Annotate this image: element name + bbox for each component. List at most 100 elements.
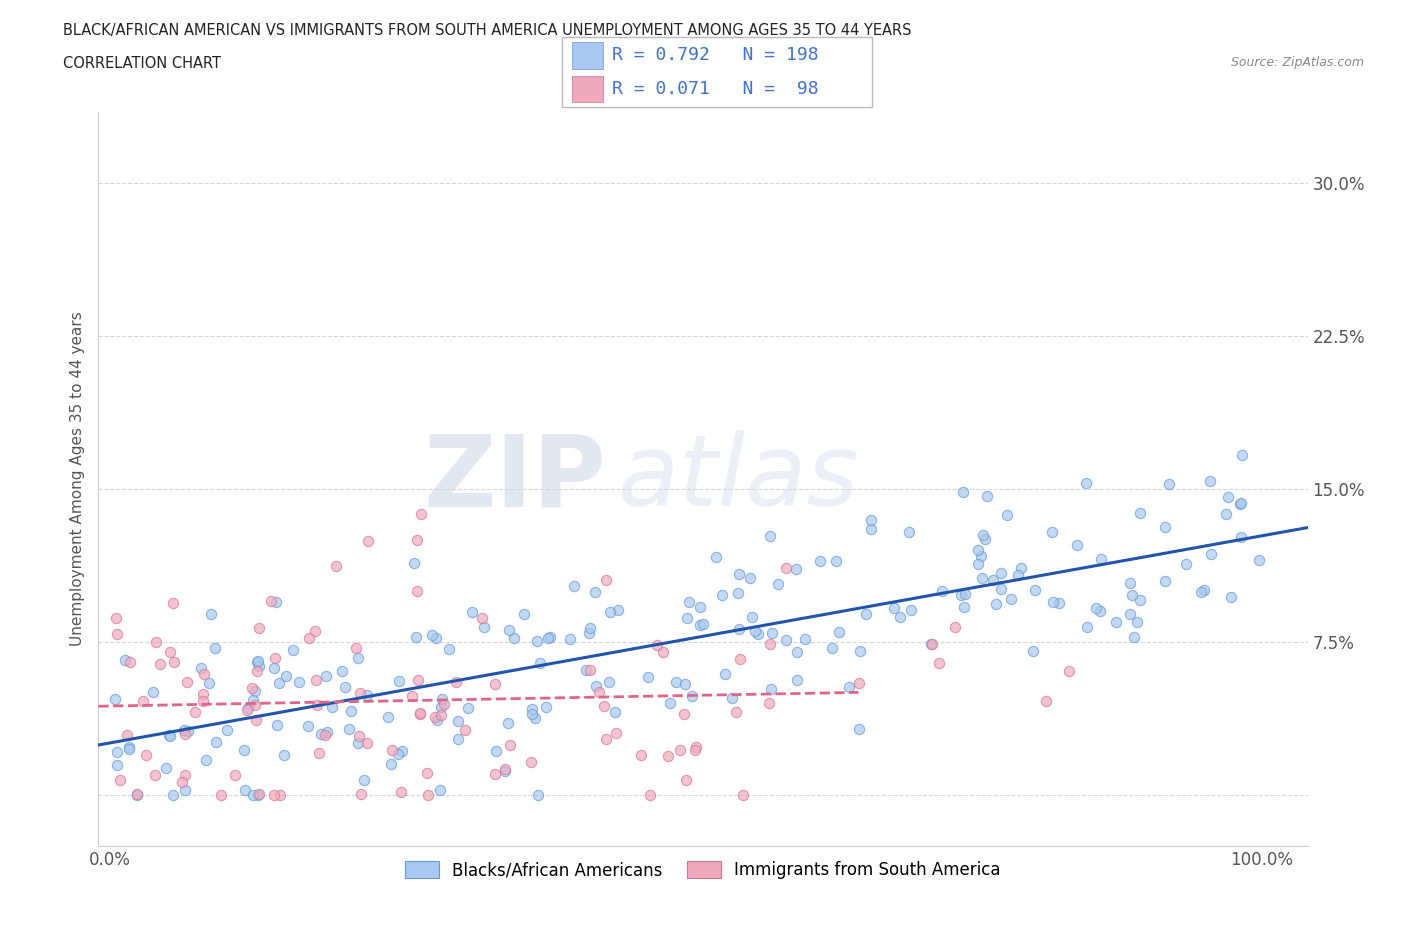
Point — [389, 785, 412, 800]
Point — [943, 619, 966, 634]
Point — [889, 609, 911, 624]
Point — [233, 742, 256, 757]
Point — [970, 570, 993, 585]
Point — [347, 650, 370, 665]
Point — [297, 719, 319, 734]
Point — [1157, 476, 1180, 491]
Point — [177, 724, 200, 738]
Point — [430, 692, 453, 707]
Point — [1021, 644, 1043, 658]
Point — [1201, 547, 1223, 562]
Point — [430, 708, 453, 723]
Point — [236, 701, 259, 716]
Point — [733, 788, 755, 803]
Point — [439, 642, 461, 657]
Point — [683, 742, 706, 757]
Point — [689, 618, 711, 632]
Point — [673, 676, 696, 691]
Point — [388, 673, 411, 688]
Point — [105, 744, 128, 759]
Point — [149, 657, 172, 671]
Point — [325, 558, 347, 573]
Point — [217, 723, 239, 737]
Point — [266, 717, 288, 732]
Point — [425, 631, 447, 645]
Point — [357, 534, 380, 549]
Point — [538, 630, 561, 644]
Point — [163, 655, 186, 670]
Point — [526, 634, 548, 649]
Point — [176, 675, 198, 690]
Point — [1216, 489, 1239, 504]
Point — [855, 606, 877, 621]
Point — [728, 621, 751, 636]
Point — [758, 529, 780, 544]
Point — [235, 702, 257, 717]
Point — [353, 772, 375, 787]
Point — [768, 577, 790, 591]
Point — [990, 565, 1012, 580]
Point — [224, 768, 246, 783]
Point — [579, 621, 602, 636]
Point — [759, 682, 782, 697]
Point — [741, 609, 763, 624]
Point — [973, 532, 995, 547]
Point — [1040, 525, 1063, 539]
Point — [305, 672, 328, 687]
Point — [193, 687, 215, 702]
Point — [114, 652, 136, 667]
Point — [808, 553, 831, 568]
Point — [536, 699, 558, 714]
Point — [184, 704, 207, 719]
Point — [174, 767, 197, 782]
Point — [513, 606, 536, 621]
Point — [426, 712, 449, 727]
Point — [260, 593, 283, 608]
Point — [155, 761, 177, 776]
Point — [1076, 619, 1098, 634]
Point — [340, 704, 363, 719]
Point — [356, 687, 378, 702]
Point — [173, 723, 195, 737]
Point — [406, 533, 429, 548]
Point — [264, 650, 287, 665]
Point — [785, 562, 807, 577]
Point — [247, 788, 270, 803]
Point — [953, 599, 976, 614]
Point — [827, 624, 849, 639]
Point — [981, 573, 1004, 588]
Point — [304, 623, 326, 638]
Point — [1119, 606, 1142, 621]
Point — [447, 713, 470, 728]
Point — [498, 622, 520, 637]
Point — [562, 578, 585, 593]
Point — [387, 747, 409, 762]
Point — [1121, 587, 1143, 602]
Point — [454, 723, 477, 737]
Point — [520, 707, 543, 722]
Point — [344, 641, 367, 656]
Point — [198, 675, 221, 690]
Point — [575, 663, 598, 678]
Point — [526, 788, 548, 803]
Point — [1105, 615, 1128, 630]
Point — [638, 788, 661, 803]
Point — [308, 746, 330, 761]
Text: R = 0.792   N = 198: R = 0.792 N = 198 — [612, 46, 818, 64]
Point — [883, 601, 905, 616]
Point — [1154, 520, 1177, 535]
Point — [446, 675, 468, 690]
Point — [118, 741, 141, 756]
Point — [472, 619, 495, 634]
Point — [897, 525, 920, 539]
Point — [920, 637, 942, 652]
Point — [430, 699, 453, 714]
Point — [794, 631, 817, 646]
Point — [406, 673, 429, 688]
Point — [689, 599, 711, 614]
Point — [200, 606, 222, 621]
Point — [603, 705, 626, 720]
Point — [1229, 497, 1251, 512]
Point — [391, 743, 413, 758]
Point — [676, 610, 699, 625]
